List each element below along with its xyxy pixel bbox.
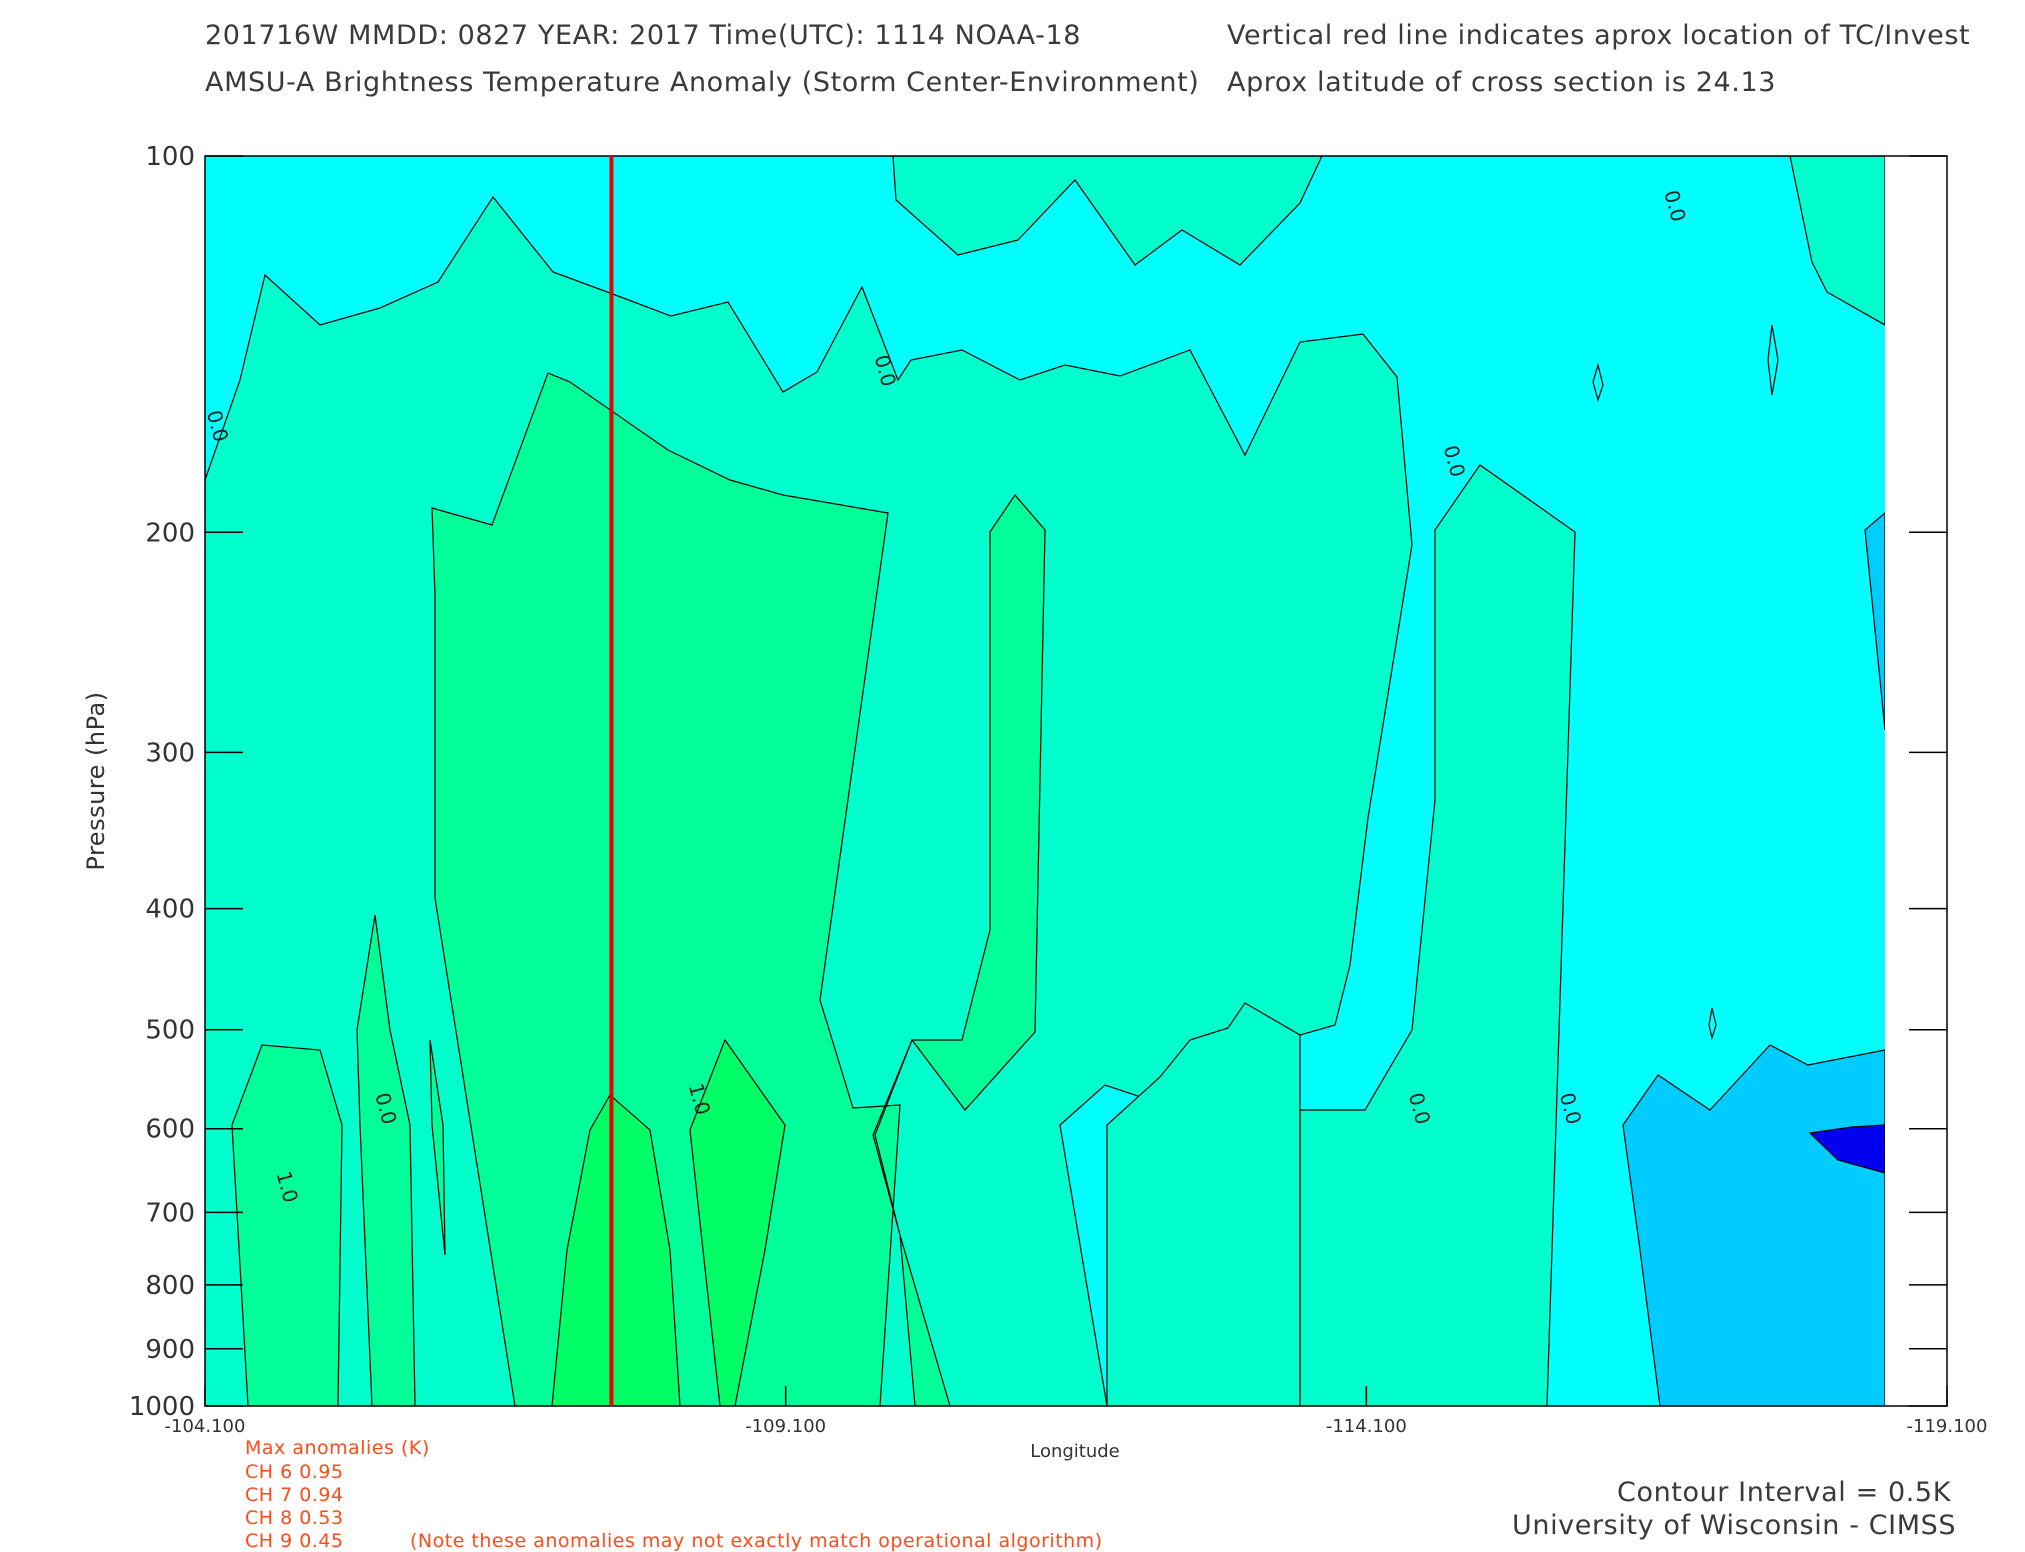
fill-level-1-right [872, 494, 1046, 1406]
y-axis-title: Pressure (hPa) [82, 691, 110, 870]
fill-level-neg05 [1622, 1044, 1885, 1406]
max-anomaly-ch7: CH 7 0.94 [245, 1484, 344, 1506]
y-tick-label: 400 [145, 895, 195, 925]
fill-level-05-right [1328, 156, 1885, 326]
max-anomaly-ch8: CH 8 0.53 [245, 1507, 344, 1529]
fill-level-15-core [551, 1094, 681, 1406]
y-tick-label: 700 [145, 1198, 195, 1228]
max-anomaly-ch6: CH 6 0.95 [245, 1461, 344, 1483]
header-line2-right: Aprox latitude of cross section is 24.13 [1227, 67, 1776, 98]
x-tick-label: -119.100 [1907, 1416, 1988, 1437]
fill-level-1-central [431, 372, 901, 1406]
plot-frame [204, 155, 1948, 1407]
x-tick-label: -109.100 [745, 1416, 826, 1437]
y-tick-label: 100 [145, 142, 195, 172]
y-tick-label: 600 [145, 1115, 195, 1145]
credit-text: University of Wisconsin - CIMSS [1512, 1510, 1957, 1541]
plot-right-blank [1885, 156, 1947, 1406]
y-tick-label: 500 [145, 1016, 195, 1046]
header-line2-left: AMSU-A Brightness Temperature Anomaly (S… [205, 67, 1200, 98]
contour-small-1 [1592, 362, 1604, 403]
y-tick-label: 1000 [129, 1392, 195, 1422]
max-anomaly-ch9: CH 9 0.45 [245, 1530, 344, 1552]
x-axis-title: Longitude [1030, 1441, 1120, 1462]
fill-level-1-west3 [429, 1039, 446, 1256]
contour-small-3 [1708, 1007, 1717, 1041]
y-tick-label: 900 [145, 1335, 195, 1365]
fill-level-neg1 [1808, 1124, 1885, 1174]
fill-level-neg05-edge [1864, 512, 1885, 731]
x-tick-label: -114.100 [1326, 1416, 1407, 1437]
fill-level-15-core2 [689, 1038, 786, 1406]
fill-level-05-lower-mid [1106, 1002, 1301, 1406]
fill-level-1-west2 [356, 914, 416, 1406]
x-tick-label: -104.100 [165, 1416, 246, 1437]
y-tick-label: 200 [145, 518, 195, 548]
max-anomalies-title: Max anomalies (K) [245, 1437, 430, 1459]
contour-fills [205, 156, 1885, 1406]
max-anomalies-note: (Note these anomalies may not exactly ma… [410, 1530, 1103, 1552]
header-line1-right: Vertical red line indicates aprox locati… [1227, 20, 1971, 51]
x-axis: -104.100 -109.100 -114.100 -119.100 [165, 1386, 1988, 1437]
contour-small-2 [1767, 324, 1779, 396]
y-axis: 100 200 300 400 500 600 700 800 900 1000 [129, 142, 1947, 1422]
contour-interval: Contour Interval = 0.5K [1617, 1477, 1952, 1508]
header-line1-left: 201716W MMDD: 0827 YEAR: 2017 Time(UTC):… [205, 20, 1082, 51]
fill-level-1-west [231, 1044, 343, 1406]
fill-level-05-top [892, 156, 1323, 266]
y-tick-label: 800 [145, 1271, 195, 1301]
y-tick-label: 300 [145, 738, 195, 768]
